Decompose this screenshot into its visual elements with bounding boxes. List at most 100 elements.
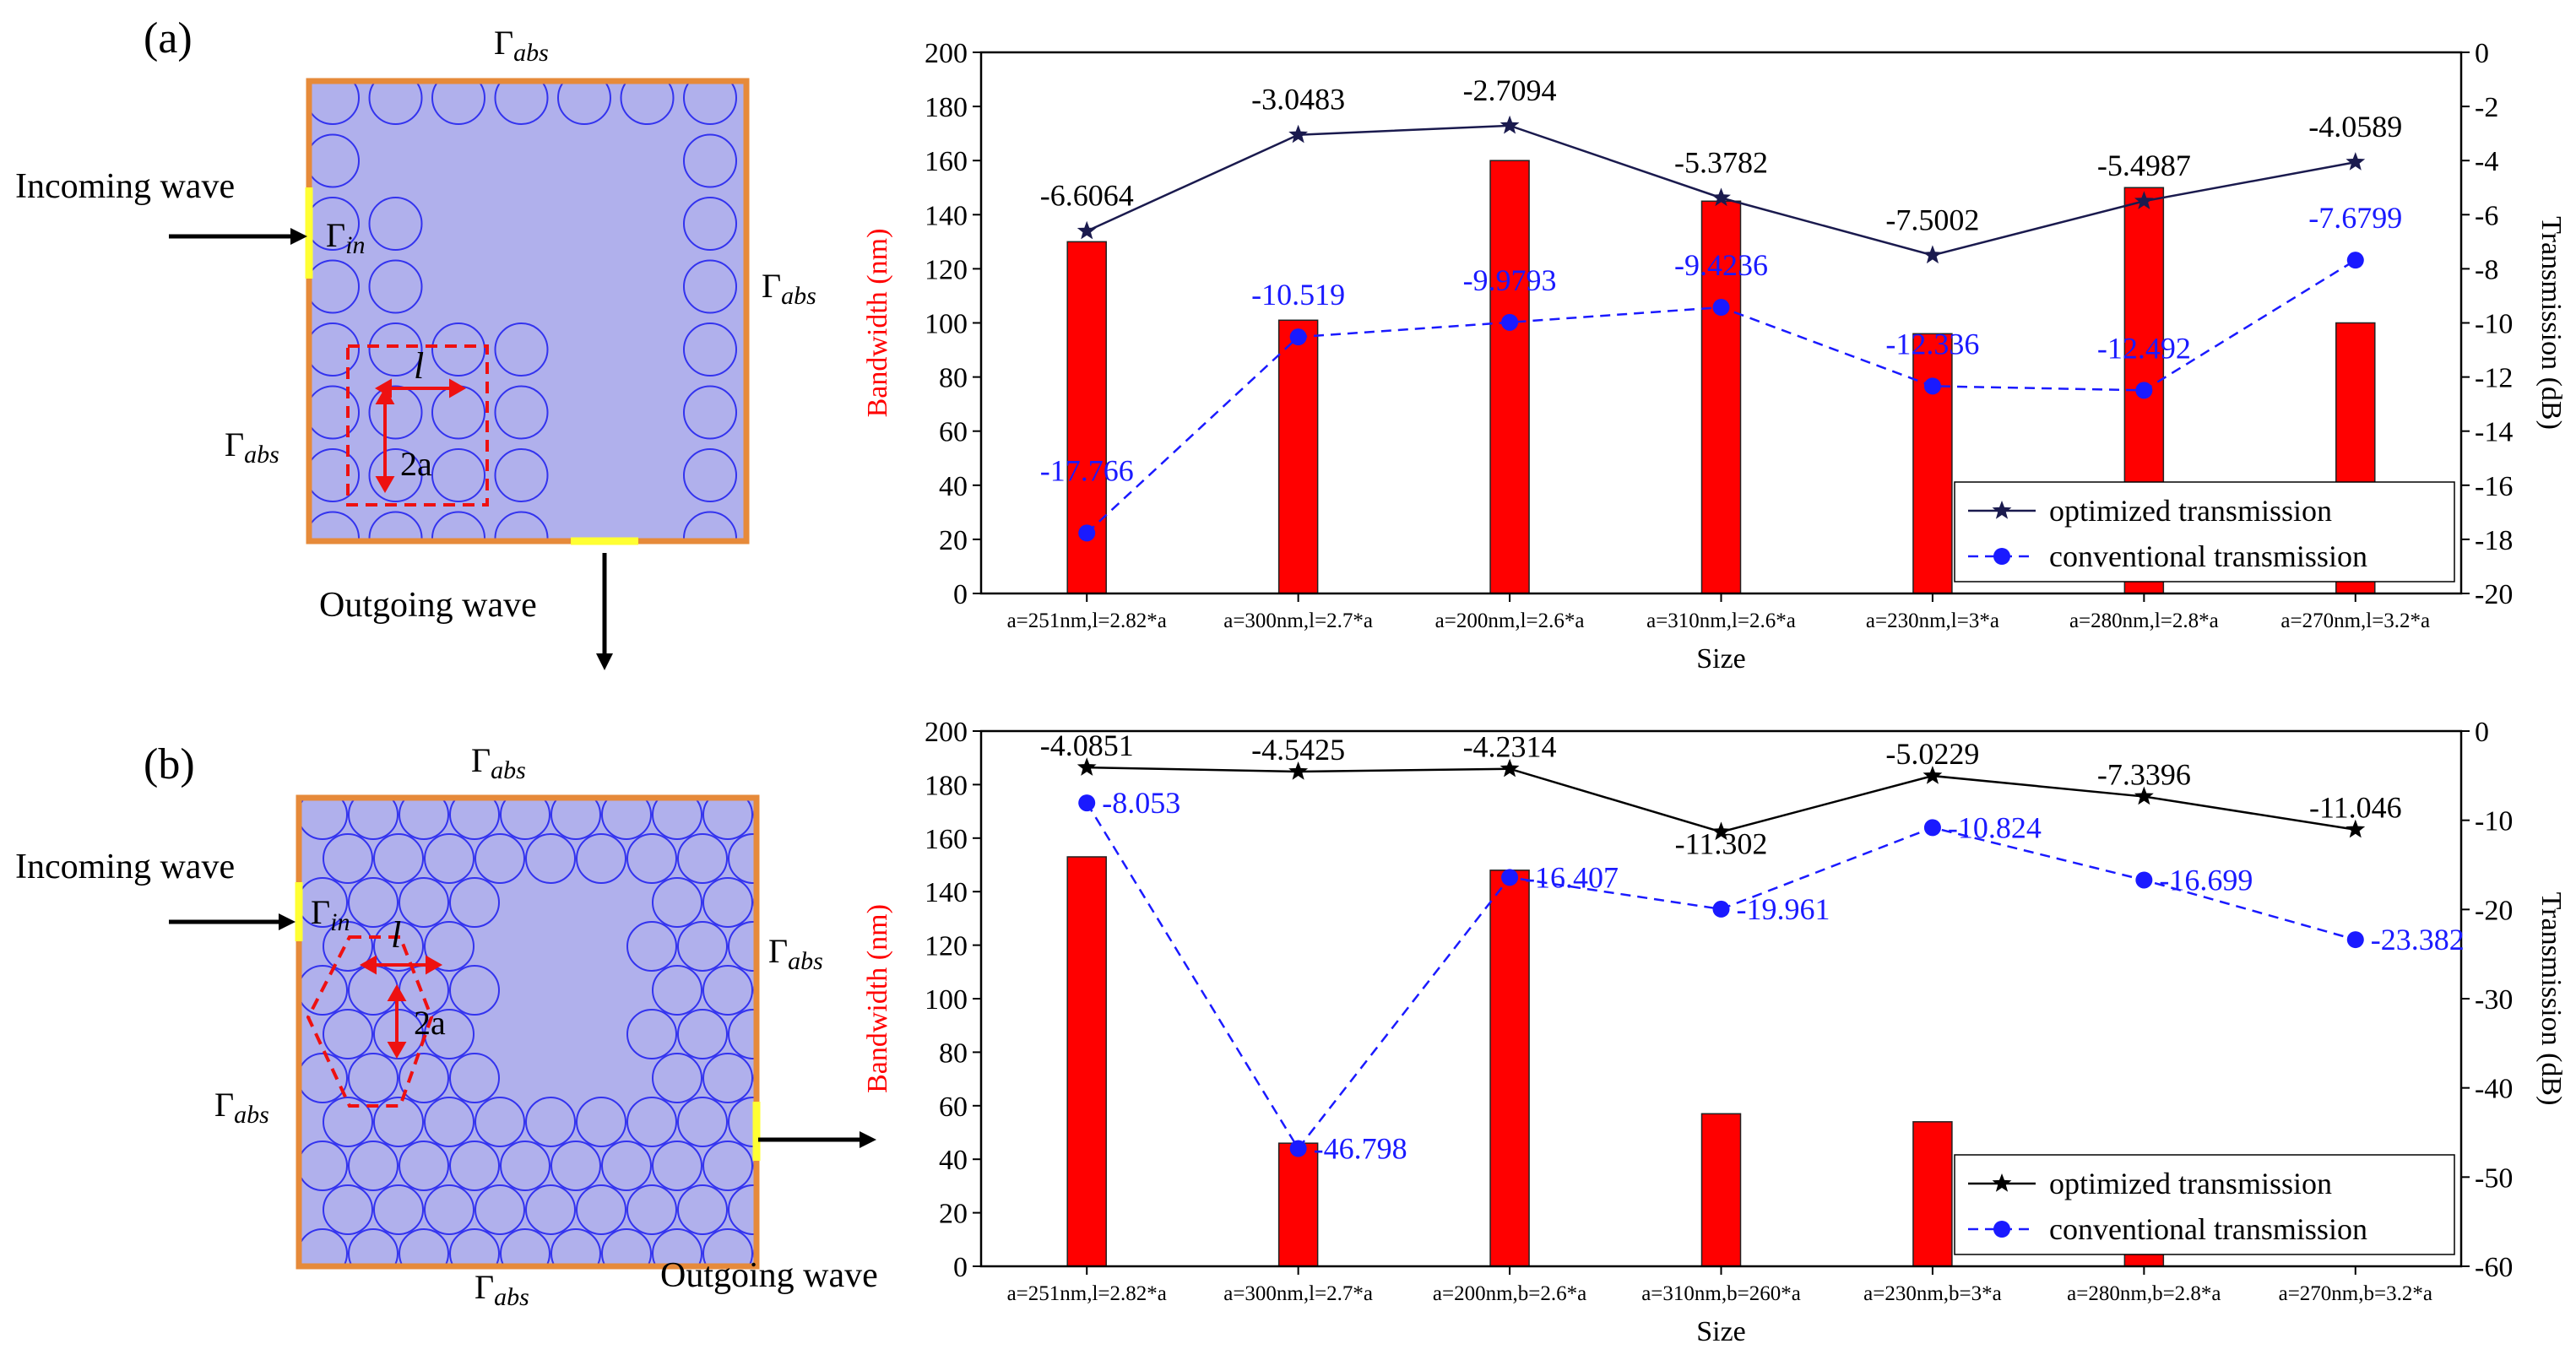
hole-circle bbox=[753, 1153, 757, 1178]
conventional-data-label: -19.961 bbox=[1737, 892, 1830, 926]
hole-circle bbox=[368, 259, 423, 314]
optimized-data-label: -5.0229 bbox=[1885, 737, 1979, 771]
hole-circle bbox=[557, 81, 611, 125]
optimized-marker bbox=[2134, 191, 2154, 209]
hole-circle bbox=[424, 1009, 475, 1059]
hole-circle bbox=[747, 512, 800, 565]
optimized-marker bbox=[2346, 819, 2366, 838]
hole-circle bbox=[323, 1184, 373, 1235]
hole-circle bbox=[431, 81, 485, 125]
hole-circle bbox=[368, 322, 423, 377]
gamma-in-a: Γin bbox=[326, 216, 365, 259]
hole-circle bbox=[309, 322, 360, 377]
y-tick-label: 140 bbox=[925, 877, 968, 908]
hole-circle bbox=[431, 448, 485, 502]
chart-a: 0 20 40 60 80 100 120 140 160 180 200 0 -2 -4 -6 -8 -10 -… bbox=[862, 38, 2567, 675]
x-axis-title: Size bbox=[1696, 643, 1746, 675]
y2-tick-label: -2 bbox=[2475, 92, 2498, 123]
hole-circle bbox=[677, 1097, 728, 1147]
optimized-data-label: -4.2314 bbox=[1463, 730, 1557, 764]
unit-cell-a bbox=[346, 344, 489, 507]
y2-tick-label: -16 bbox=[2475, 471, 2513, 502]
y-tick-label: 160 bbox=[925, 824, 968, 855]
optimized-data-label: -7.5002 bbox=[1885, 203, 1979, 236]
gamma-left-a: Γabs bbox=[225, 425, 279, 469]
optimized-marker bbox=[1288, 124, 1309, 144]
hole-lattice-b bbox=[299, 798, 828, 1266]
y-tick-label: 120 bbox=[925, 931, 968, 962]
outgoing-arrow-b bbox=[758, 1131, 876, 1148]
panel-label-a: (a) bbox=[144, 14, 193, 62]
hole-circle bbox=[702, 877, 753, 928]
hole-circle bbox=[449, 1141, 500, 1191]
bandwidth-bar bbox=[1277, 1142, 1319, 1267]
y2-tick-label: -20 bbox=[2475, 579, 2513, 610]
hole-circle bbox=[525, 833, 576, 884]
y-tick-label: 140 bbox=[925, 200, 968, 231]
y-tick-label: 200 bbox=[925, 717, 968, 748]
legend-label-conventional: conventional transmission bbox=[2049, 539, 2367, 573]
hole-circle bbox=[576, 1097, 626, 1147]
y-tick-label: 100 bbox=[925, 984, 968, 1016]
conventional-marker bbox=[1712, 299, 1730, 317]
bandwidth-bar bbox=[1700, 1113, 1742, 1267]
hole-circle bbox=[368, 81, 423, 125]
y-tick-label: 180 bbox=[925, 92, 968, 123]
y-tick-label: 80 bbox=[939, 1038, 968, 1069]
hole-circle bbox=[620, 81, 675, 125]
gamma-left-b: Γabs bbox=[214, 1086, 269, 1129]
hole-circle bbox=[626, 1184, 677, 1235]
conventional-marker bbox=[2135, 382, 2153, 399]
hole-circle bbox=[424, 1184, 475, 1235]
hole-circle bbox=[779, 834, 828, 883]
hole-lattice-a bbox=[309, 81, 800, 565]
legend-marker-conventional bbox=[1993, 1221, 2010, 1238]
hole-circle bbox=[550, 1141, 601, 1191]
legend-box bbox=[1954, 481, 2455, 582]
hole-circle bbox=[652, 798, 702, 840]
hole-circle bbox=[601, 1228, 652, 1266]
hole-circle bbox=[702, 1053, 753, 1103]
hole-circle bbox=[702, 965, 753, 1016]
incoming-wave-label-a: Incoming wave bbox=[15, 167, 235, 206]
hole-circle bbox=[626, 1009, 677, 1059]
conventional-marker bbox=[1289, 328, 1307, 346]
hole-circle bbox=[550, 1228, 601, 1266]
y-tick-label: 200 bbox=[925, 38, 968, 69]
hole-circle bbox=[299, 1141, 348, 1191]
y2-axis-title: Transmission (dB) bbox=[2535, 216, 2567, 430]
outgoing-wave-label-a: Outgoing wave bbox=[319, 586, 537, 625]
conventional-marker bbox=[1712, 900, 1730, 918]
optimized-data-label: -3.0483 bbox=[1251, 83, 1345, 116]
conventional-data-label: -9.9793 bbox=[1463, 263, 1557, 297]
x-tick-label: a=310nm,b=260*a bbox=[1641, 1282, 1801, 1305]
radius-arrow-b bbox=[387, 983, 407, 1059]
radius-arrow-a bbox=[375, 387, 395, 494]
hole-circle bbox=[373, 921, 424, 972]
hole-circle bbox=[348, 877, 399, 928]
period-arrow-b bbox=[359, 955, 443, 975]
hole-circle bbox=[747, 135, 800, 187]
y2-axis-title: Transmission (dB) bbox=[2535, 892, 2567, 1106]
hole-circle bbox=[299, 1053, 348, 1103]
gamma-right-b: Γabs bbox=[768, 932, 823, 975]
y2-tick-label: -14 bbox=[2475, 417, 2513, 448]
hole-circle bbox=[702, 1228, 753, 1266]
hole-circle bbox=[652, 1053, 702, 1103]
hole-circle bbox=[702, 798, 753, 840]
hole-circle bbox=[683, 322, 737, 377]
diagram-b: (b) l 2a Γabs Γabs Γabs Γabs Γin Incomin… bbox=[15, 740, 878, 1311]
conventional-data-label: -10.824 bbox=[1948, 810, 2042, 844]
gamma-top-b: Γabs bbox=[471, 741, 526, 784]
hole-circle bbox=[348, 798, 399, 840]
hole-circle bbox=[299, 1228, 348, 1266]
conventional-data-label: -12.492 bbox=[2097, 331, 2191, 365]
hole-circle bbox=[576, 1184, 626, 1235]
optimized-marker bbox=[1076, 757, 1097, 776]
crystal-region-b bbox=[299, 798, 757, 1266]
optimized-data-label: -11.046 bbox=[2309, 791, 2402, 825]
hole-circle bbox=[399, 1228, 449, 1266]
legend-box bbox=[1954, 1154, 2455, 1255]
outgoing-wave-label-b: Outgoing wave bbox=[660, 1256, 878, 1295]
y2-tick-label: -20 bbox=[2475, 895, 2513, 926]
